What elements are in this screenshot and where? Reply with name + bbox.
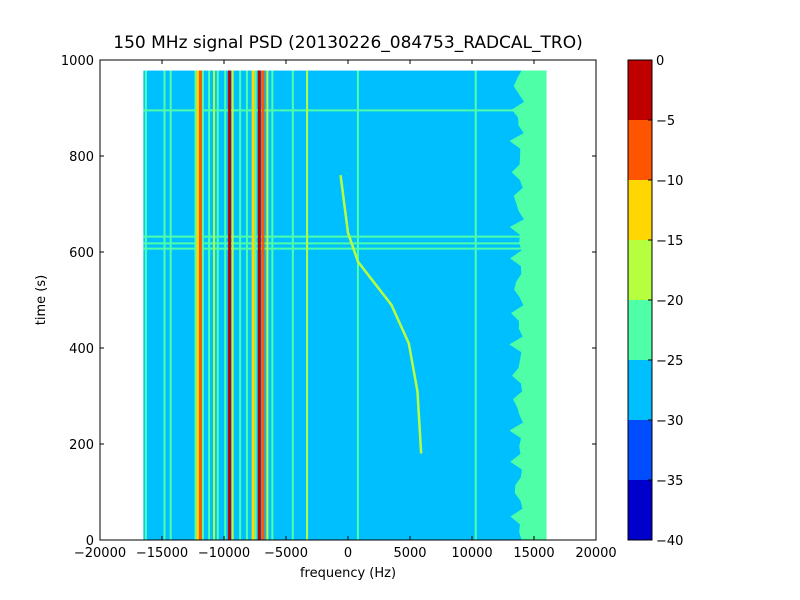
colorbar-segment	[628, 180, 652, 240]
x-tick-label: 10000	[451, 546, 492, 561]
x-tick-label: −5000	[264, 546, 308, 561]
wide-band-signal	[509, 70, 547, 540]
colorbar-segment	[628, 60, 652, 120]
y-tick-label: 200	[69, 438, 94, 453]
y-tick-label: 0	[86, 534, 94, 549]
colorbar-tick-label: −10	[656, 174, 683, 189]
x-axis: −20000 −15000 −10000 −5000 0 5000 10000 15000 20…	[74, 60, 617, 561]
x-axis-label: frequency (Hz)	[300, 566, 396, 581]
colorbar-segment	[628, 240, 652, 300]
colorbar-tick-label: −40	[656, 534, 683, 549]
y-tick-label: 400	[69, 342, 94, 357]
colorbar-segment	[628, 120, 652, 180]
y-tick-label: 800	[69, 150, 94, 165]
colorbar-segment	[628, 300, 652, 360]
colorbar-tick-label: −25	[656, 354, 683, 369]
y-axis-label: time (s)	[34, 275, 49, 325]
x-tick-label: 20000	[575, 546, 616, 561]
x-tick-label: −20000	[74, 546, 126, 561]
x-tick-label: −10000	[198, 546, 250, 561]
colorbar-tick-label: −35	[656, 474, 683, 489]
colorbar-segment	[628, 480, 652, 540]
x-tick-label: −15000	[136, 546, 188, 561]
plot-area	[99, 59, 597, 541]
x-tick-label: 0	[344, 546, 352, 561]
y-axis: 0 200 400 600 800 1000	[61, 54, 596, 549]
colorbar-tick-label: −20	[656, 294, 683, 309]
x-tick-label: 5000	[393, 546, 426, 561]
psd-background	[143, 70, 547, 540]
chart-title: 150 MHz signal PSD (20130226_084753_RADC…	[113, 33, 582, 53]
y-tick-label: 600	[69, 246, 94, 261]
colorbar-tick-label: −15	[656, 234, 683, 249]
colorbar-tick-label: −30	[656, 414, 683, 429]
colorbar-tick-label: −5	[656, 114, 675, 129]
y-tick-label: 1000	[61, 54, 94, 69]
colorbar-segment	[628, 420, 652, 480]
colorbar-segment	[628, 360, 652, 420]
colorbar: −40 −35 −30 −25 −20 −15 −10 −5 0	[627, 54, 683, 549]
drifting-tone	[339, 175, 423, 454]
x-tick-label: 15000	[513, 546, 554, 561]
colorbar-tick-label: 0	[656, 54, 664, 69]
